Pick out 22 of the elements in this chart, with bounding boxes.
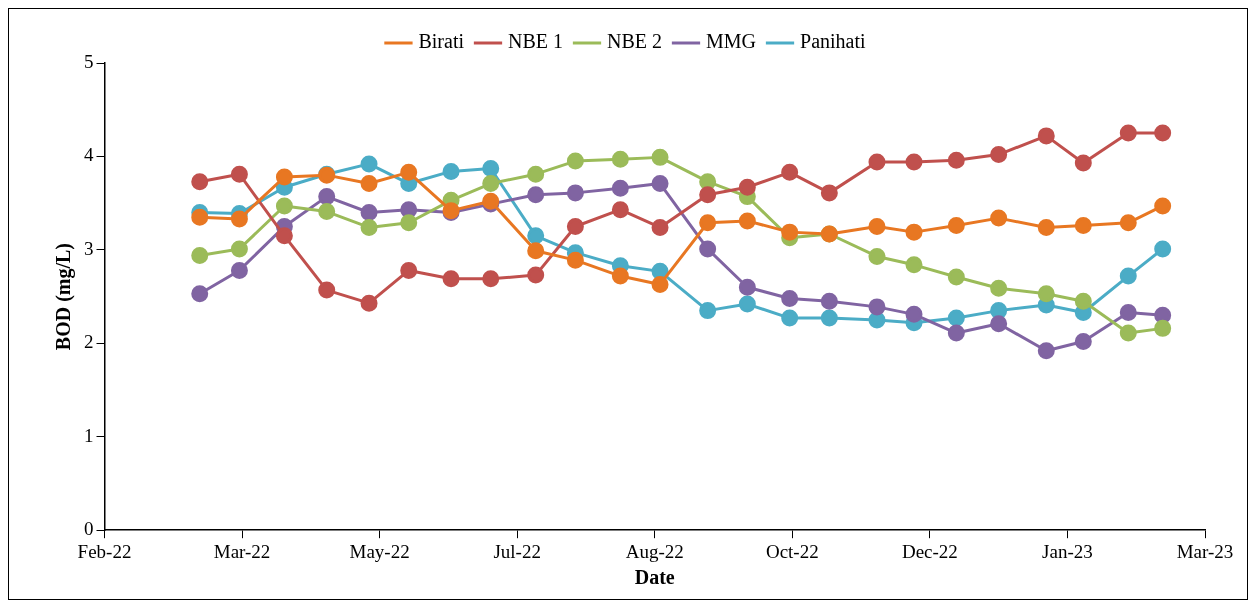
y-tick-label: 4 [84, 144, 94, 166]
y-axis-title: BOD (mg/L) [52, 242, 76, 351]
legend-label: NBE 1 [508, 30, 563, 53]
x-axis-title: Date [634, 566, 675, 589]
x-tick-label: Jan-23 [1042, 540, 1093, 562]
x-tick-label: Dec-22 [901, 540, 958, 562]
legend-label: MMG [706, 30, 757, 53]
x-tick-label: Mar-22 [213, 540, 271, 562]
legend-label: Birati [418, 30, 465, 53]
legend-label: Panihati [800, 30, 866, 53]
y-tick-label: 5 [84, 50, 94, 72]
x-tick-label: Jul-22 [493, 540, 541, 562]
y-tick-label: 3 [84, 237, 94, 259]
legend-label: NBE 2 [607, 30, 662, 53]
y-tick-label: 1 [84, 424, 94, 446]
x-tick-label: Oct-22 [765, 540, 819, 562]
y-tick-label: 2 [84, 331, 94, 353]
x-tick-label: Mar-23 [1176, 540, 1234, 562]
x-tick-label: May-22 [349, 540, 410, 562]
y-tick-label: 0 [84, 518, 94, 540]
x-tick-label: Feb-22 [77, 540, 132, 562]
x-tick-label: Aug-22 [625, 540, 684, 562]
